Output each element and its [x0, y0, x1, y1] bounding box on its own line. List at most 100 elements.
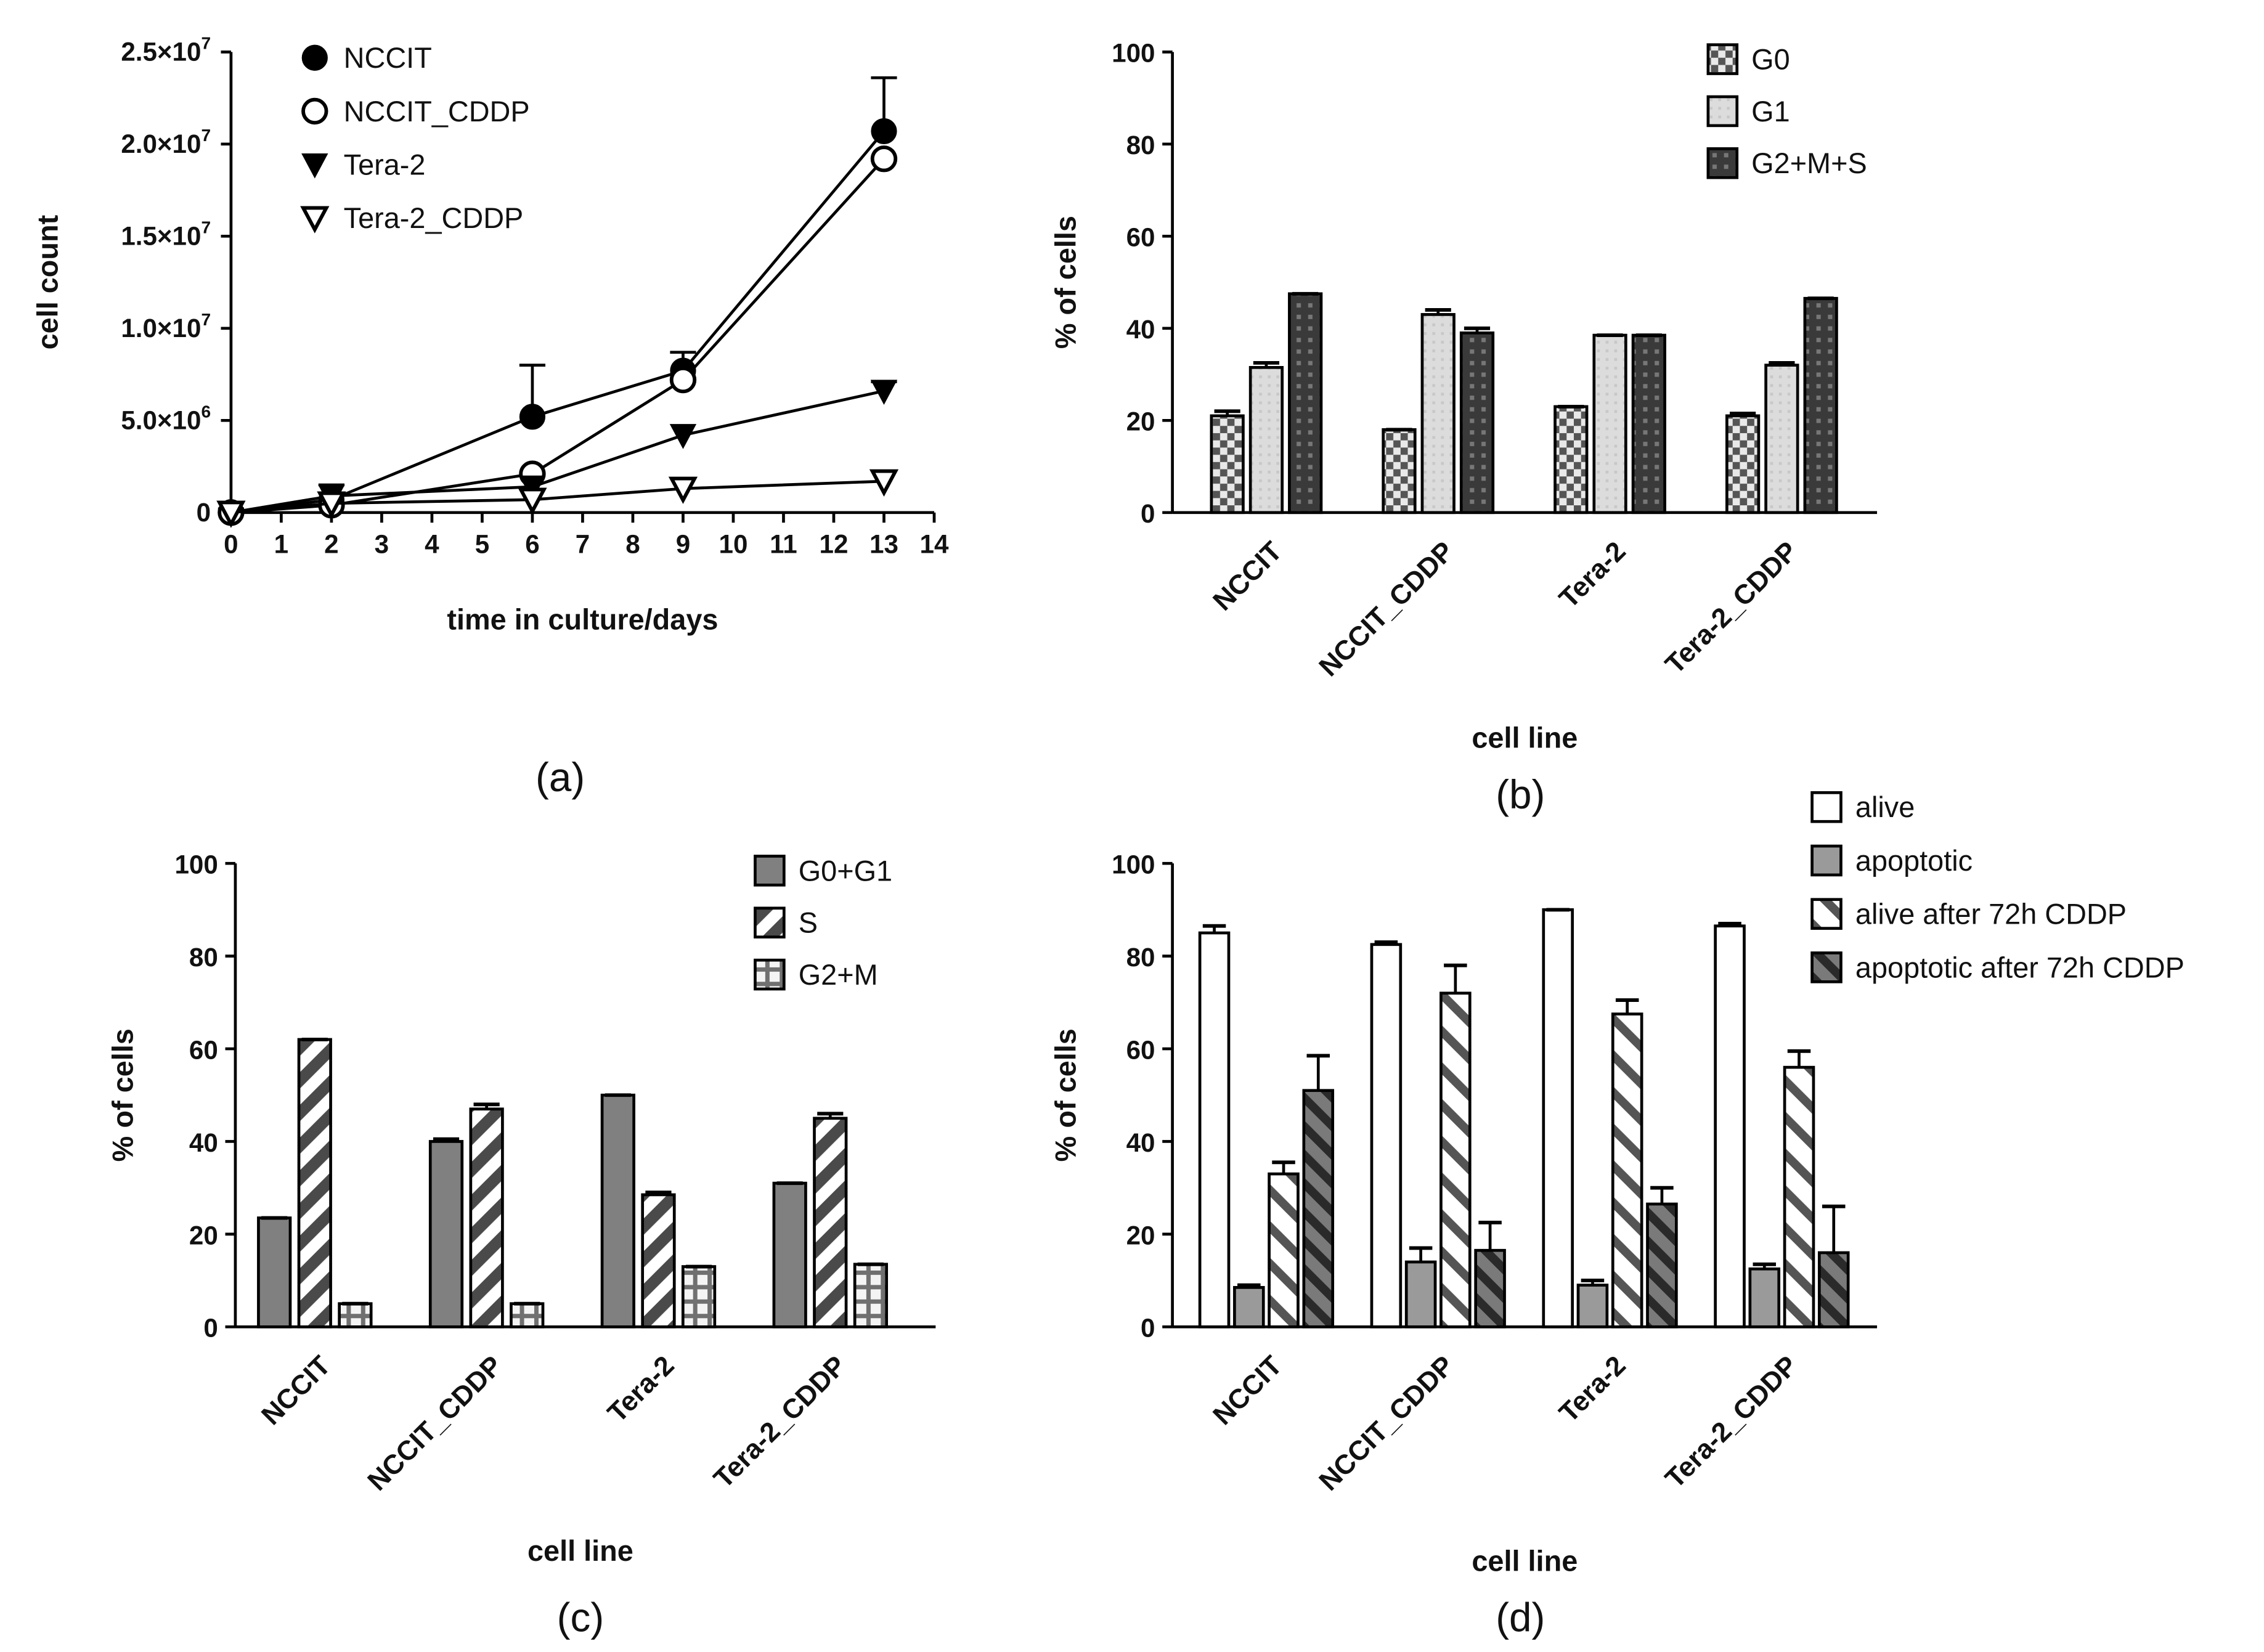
bar-s — [297, 1038, 332, 1329]
x-axis-title: cell line — [1472, 722, 1578, 754]
panel-label: (d) — [1496, 1595, 1545, 1640]
panel-b-chart: 0 20 40 60 80 100 NCCIT NCCIT_CDDP Tera-2 Tera-2_… — [1050, 39, 1878, 817]
group-nccit — [1210, 291, 1323, 515]
x-tick-label: Tera-2 — [1553, 1350, 1632, 1428]
bar-g2-m — [510, 1302, 545, 1329]
series-line — [230, 130, 886, 515]
x-tick-label: NCCIT — [256, 1350, 336, 1431]
x-tick-label: 4 — [425, 529, 439, 558]
legend-label: Tera-2_CDDP — [344, 202, 524, 234]
legend-label: alive — [1855, 791, 1915, 823]
legend: alive apoptotic alive after 72h CDDP apopto… — [1810, 791, 2185, 983]
y-tick-exponent: 7 — [201, 218, 211, 237]
panel-c-chart: 0 20 40 60 80 100 NCCIT NCCIT_CDDP Tera-2 Tera-2_… — [107, 850, 936, 1640]
legend-label: G0 — [1751, 43, 1790, 75]
legend-label: NCCIT — [344, 42, 432, 74]
panel-label: (c) — [557, 1595, 604, 1640]
x-tick-label: 12 — [820, 529, 849, 558]
y-tick-label: 80 — [1126, 943, 1155, 972]
group-tera-2-cddp — [772, 1112, 889, 1329]
y-tick-exponent: 7 — [201, 310, 211, 329]
x-tick-label: NCCIT_CDDP — [1313, 536, 1459, 682]
y-tick-label: 80 — [189, 943, 218, 972]
y-tick-label: 5.0×106 — [121, 402, 211, 435]
group-nccit-cddp — [1382, 307, 1495, 515]
x-tick-label: 11 — [770, 529, 797, 558]
y-tick-label: 1.0×107 — [121, 310, 211, 343]
bar-g2-m — [338, 1302, 373, 1329]
data-point — [870, 145, 898, 173]
series-tera-2-cddp — [216, 469, 899, 528]
panel-label: (a) — [535, 755, 585, 800]
bar-g2-m-s — [1631, 333, 1666, 515]
x-tick-label: 3 — [375, 529, 389, 558]
y-tick-base: 2.0×10 — [121, 129, 201, 158]
bar-alive — [1198, 931, 1231, 1329]
y-tick-exponent: 7 — [201, 34, 211, 53]
group-tera-2 — [1553, 333, 1666, 515]
y-tick-label: 0 — [1141, 499, 1155, 528]
group-nccit-cddp — [1370, 940, 1506, 1329]
legend: G0+G1 S G2+M — [754, 855, 892, 991]
y-tick-exponent: 7 — [201, 126, 211, 145]
x-tick-label: 13 — [869, 529, 898, 558]
bar-apoptotic — [1576, 1284, 1609, 1329]
legend-swatch — [1706, 147, 1739, 179]
legend: G0 G1 G2+M+S — [1706, 43, 1867, 179]
x-tick-label: NCCIT — [1207, 1350, 1288, 1431]
data-point — [870, 380, 898, 405]
legend-swatch — [1706, 43, 1739, 75]
data-point — [216, 500, 246, 528]
bar-g1 — [1248, 366, 1284, 515]
bar-g1 — [1764, 364, 1799, 515]
legend-swatch — [1810, 791, 1843, 823]
y-tick-label: 20 — [1126, 1221, 1155, 1250]
bar-g0-g1 — [428, 1140, 464, 1329]
bar-apoptotic-after-72h-cddp — [1646, 1202, 1678, 1329]
data-point — [669, 366, 697, 394]
bar-alive-after-72h-cddp — [1268, 1172, 1300, 1329]
x-tick-label: 6 — [525, 529, 539, 558]
group-tera-2 — [1542, 908, 1678, 1329]
group-nccit — [1198, 924, 1335, 1329]
x-tick-label: Tera-2 — [602, 1350, 680, 1428]
bar-g2-m — [853, 1263, 889, 1329]
bar-g2-m-s — [1288, 292, 1323, 515]
y-tick-label: 0 — [203, 1314, 218, 1343]
y-tick-label: 20 — [1126, 407, 1155, 436]
bar-g0-g1 — [772, 1181, 807, 1329]
bar-alive-after-72h-cddp — [1611, 1012, 1643, 1329]
y-tick-label: 60 — [1126, 223, 1155, 252]
bar-g2-m — [681, 1265, 717, 1329]
bar-apoptotic — [1404, 1260, 1437, 1329]
data-point — [519, 404, 546, 430]
group-nccit-cddp — [428, 1102, 545, 1329]
y-tick-label: 0 — [1141, 1314, 1155, 1343]
legend-swatch — [754, 958, 786, 991]
legend-swatch — [1810, 898, 1843, 930]
x-tick-label: 14 — [920, 529, 949, 558]
panel-label: (b) — [1496, 772, 1545, 817]
bar-apoptotic — [1233, 1286, 1265, 1329]
legend-label: G1 — [1751, 96, 1790, 128]
y-tick-label: 2.0×107 — [121, 126, 211, 158]
panel-d-chart: 0 20 40 60 80 100 NCCIT NCCIT_CDDP Tera-2 Tera-2_… — [1050, 791, 2185, 1640]
x-axis-title: cell line — [527, 1535, 633, 1567]
legend-swatch — [754, 906, 786, 939]
x-tick-label: 2 — [324, 529, 338, 558]
x-tick-label: Tera-2_CDDP — [708, 1350, 852, 1494]
y-tick-label: 60 — [1126, 1035, 1155, 1064]
y-tick-exponent: 6 — [201, 402, 211, 421]
x-tick-label: Tera-2 — [1553, 536, 1632, 614]
bar-alive — [1714, 924, 1746, 1329]
bar-g0-g1 — [257, 1216, 292, 1329]
y-tick-label: 100 — [174, 850, 218, 879]
data-point — [519, 475, 546, 501]
legend-marker — [300, 206, 330, 234]
data-point — [869, 469, 899, 497]
legend-label: apoptotic after 72h CDDP — [1855, 951, 2185, 983]
bar-alive — [1542, 908, 1574, 1329]
x-tick-label: 10 — [719, 529, 748, 558]
legend-marker — [301, 44, 328, 71]
